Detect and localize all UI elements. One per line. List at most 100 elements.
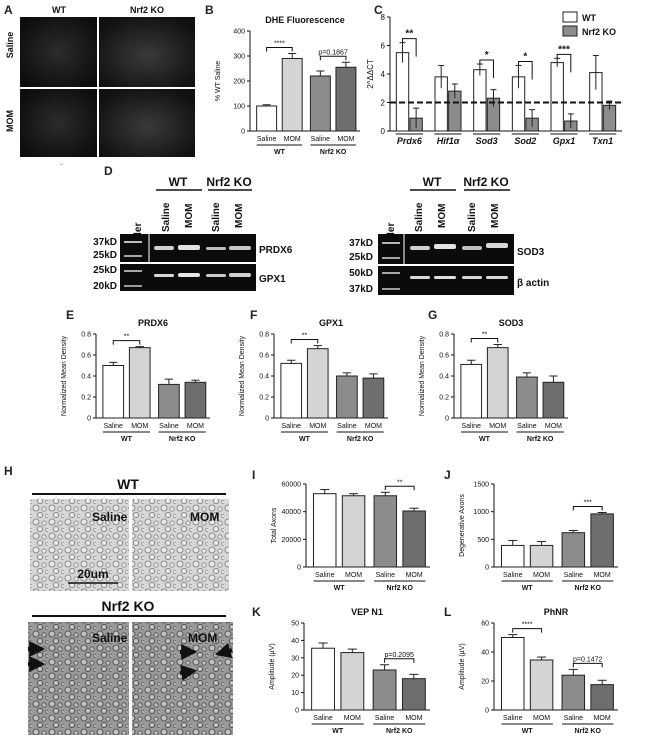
bar — [336, 375, 358, 419]
micrograph-ko-mom — [132, 622, 233, 735]
significance-bracket — [290, 339, 319, 344]
micrograph-ko-mom-label: MOM — [188, 631, 217, 645]
panel-h-letter: H — [4, 464, 13, 478]
group-label: WT — [121, 436, 133, 443]
ladder-band — [124, 255, 142, 257]
x-tick-label: MOM — [406, 572, 423, 579]
panel-b-letter: B — [205, 3, 214, 17]
actin-band — [410, 276, 430, 279]
panel-h-top-group: WT — [117, 476, 139, 492]
blot-right-lane-4: MOM — [490, 204, 501, 228]
bar — [256, 105, 278, 132]
y-axis-label: 2^ΔΔCT — [366, 59, 375, 89]
chart-b: 0 100 200 300 400 % WT Saline DHE Fluorescence… — [215, 15, 360, 156]
x-tick-label: MOM — [187, 423, 204, 430]
blot-actin-image — [378, 266, 514, 295]
x-tick-label: MOM — [533, 572, 550, 579]
bar — [590, 513, 614, 568]
bar — [542, 381, 565, 419]
significance-label: ** — [397, 479, 403, 486]
x-tick-label: Saline — [375, 715, 395, 722]
micrograph-wt-saline-label: Saline — [92, 510, 128, 524]
x-tick-label: Saline — [461, 423, 481, 430]
chart-title: SOD3 — [499, 318, 524, 328]
blot-left-lane-1: Saline — [161, 202, 172, 232]
chart-i: 0 20000 40000 60000 Total Axons Saline MOM Sali… — [271, 479, 430, 592]
y-tick-label: 60000 — [282, 482, 302, 489]
y-tick-label: 0.2 — [259, 395, 269, 402]
bar — [309, 75, 331, 132]
x-tick-label: MOM — [284, 136, 301, 143]
group-label: Nrf2 KO — [386, 585, 413, 592]
y-tick-label: 0.4 — [259, 374, 269, 381]
blot-right-group-wt: WT — [423, 175, 442, 189]
significance-bracket — [470, 338, 499, 343]
panel-a-col-wt: WT — [52, 5, 66, 15]
x-tick-label: Saline — [503, 572, 523, 579]
bar — [529, 544, 554, 568]
panel-c-letter: C — [374, 3, 383, 17]
blot-left-group-wt: WT — [169, 175, 188, 189]
y-tick-label: 0 — [297, 565, 301, 572]
x-tick-label: Gpx1 — [553, 136, 576, 146]
blot-right-lane-2: MOM — [437, 204, 448, 228]
blot-right-marker-37: 37kD — [349, 238, 373, 249]
chart-title: PRDX6 — [138, 318, 168, 328]
significance-label: ** — [124, 334, 130, 341]
bar — [340, 652, 365, 711]
bar — [362, 377, 385, 419]
x-tick-label: MOM — [309, 423, 326, 430]
y-tick-label: 0 — [445, 416, 449, 423]
actin-band — [462, 276, 482, 279]
y-tick-label: 40000 — [282, 509, 302, 516]
x-tick-label: MOM — [337, 136, 354, 143]
x-tick-label: Saline — [159, 423, 179, 430]
group-label: Nrf2 KO — [527, 436, 554, 443]
significance-bracket — [384, 485, 415, 491]
bar — [341, 495, 366, 568]
bar — [395, 52, 410, 132]
panel-d-letter: D — [104, 164, 113, 178]
micrograph-wt-mom — [132, 499, 229, 591]
group-label: Nrf2 KO — [347, 436, 374, 443]
y-axis-label: Amplitude (µV) — [459, 643, 466, 689]
bar — [486, 347, 509, 419]
degeneration-arrow — [179, 664, 198, 681]
blot-gpx1-image — [120, 264, 256, 291]
x-tick-label: MOM — [131, 423, 148, 430]
y-tick-label: 0.4 — [81, 374, 91, 381]
significance-bracket — [556, 53, 572, 73]
fundus-image-wt-mom — [20, 89, 97, 157]
y-tick-label: 4 — [381, 70, 386, 79]
x-tick-label: Txn1 — [592, 136, 613, 146]
significance-label: *** — [584, 499, 592, 506]
bar — [500, 544, 525, 568]
legend-swatch — [562, 11, 578, 23]
x-tick-label: Saline — [315, 572, 335, 579]
bar — [402, 510, 426, 568]
bar — [158, 383, 180, 419]
bar — [590, 684, 614, 711]
x-tick-label: Saline — [337, 423, 357, 430]
gpx1-band — [229, 273, 251, 277]
actin-band — [486, 276, 508, 279]
bar — [529, 659, 554, 711]
blot-label-gpx1: GPX1 — [259, 274, 286, 285]
significance-label: ** — [405, 29, 413, 40]
y-axis-label: Degenerative Axons — [459, 494, 466, 557]
group-label: WT — [479, 436, 491, 443]
y-tick-label: 40 — [481, 650, 489, 657]
prdx6-band — [178, 245, 200, 250]
x-tick-label: Saline — [517, 423, 537, 430]
prdx6-band — [154, 246, 174, 250]
bar — [306, 348, 329, 419]
bar — [561, 532, 586, 568]
significance-label: ** — [302, 333, 308, 340]
group-label: Nrf2 KO — [574, 585, 601, 592]
bar — [372, 669, 397, 711]
ladder-band — [124, 241, 142, 243]
group-label: WT — [522, 585, 534, 592]
sod3-band — [462, 246, 482, 250]
